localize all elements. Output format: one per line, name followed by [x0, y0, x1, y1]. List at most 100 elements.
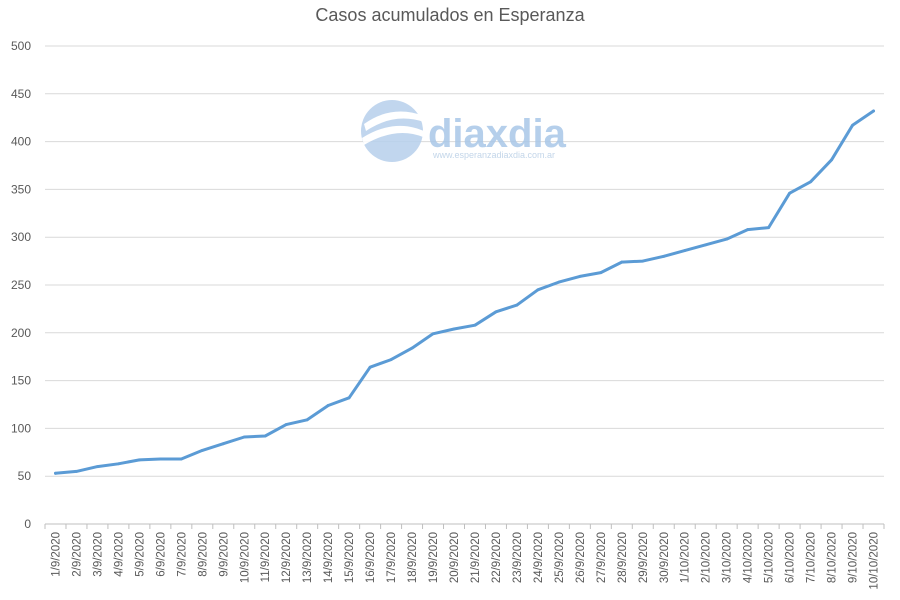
data-point: [683, 249, 687, 252]
x-tick-label: 4/10/2020: [743, 532, 755, 583]
y-tick-label: 400: [11, 135, 31, 149]
x-tick-label: 11/9/2020: [260, 532, 272, 582]
data-point: [137, 458, 141, 462]
x-tick-label: 5/10/2020: [764, 532, 776, 583]
data-point: [767, 226, 771, 230]
watermark-logo: diaxdia www.esperanzadiaxdia.com.ar: [361, 100, 567, 162]
x-tick-label: 28/9/2020: [617, 532, 629, 583]
data-point: [641, 259, 645, 263]
data-point: [158, 457, 162, 461]
data-point: [578, 274, 582, 278]
x-tick-label: 22/9/2020: [491, 532, 503, 583]
data-point: [389, 358, 393, 361]
data-point: [75, 470, 78, 473]
x-tick-label: 19/9/2020: [428, 532, 440, 583]
x-tick-label: 27/9/2020: [596, 532, 608, 583]
data-point: [54, 471, 57, 475]
data-point: [284, 423, 288, 426]
x-tick-label: 25/9/2020: [554, 532, 566, 583]
x-tick-label: 10/9/2020: [239, 532, 251, 583]
x-tick-label: 26/9/2020: [575, 532, 587, 583]
x-tick-label: 29/9/2020: [638, 532, 650, 583]
x-tick-label: 17/9/2020: [386, 532, 398, 583]
x-tick-label: 6/10/2020: [785, 532, 797, 583]
data-point: [431, 332, 435, 336]
data-point: [221, 442, 225, 446]
x-tick-label: 24/9/2020: [533, 532, 545, 583]
data-point: [200, 448, 204, 452]
data-point: [809, 180, 812, 184]
data-point: [305, 418, 309, 422]
x-tick-label: 30/9/2020: [659, 532, 671, 583]
data-point: [830, 158, 833, 162]
data-point: [326, 404, 330, 407]
x-tick-label: 16/9/2020: [365, 532, 377, 583]
data-point: [473, 323, 477, 327]
data-point: [263, 434, 267, 438]
data-point: [704, 243, 708, 247]
x-tick-label: 5/9/2020: [134, 532, 146, 577]
x-tick-label: 4/9/2020: [113, 532, 125, 577]
y-tick-label: 350: [11, 182, 31, 196]
data-point: [368, 365, 372, 369]
data-point: [788, 191, 792, 195]
y-tick-label: 50: [18, 469, 32, 483]
x-tick-label: 14/9/2020: [323, 532, 335, 583]
x-tick-label: 9/9/2020: [218, 532, 230, 577]
gridlines: [45, 45, 884, 477]
data-point: [96, 465, 99, 469]
data-point: [347, 396, 351, 400]
x-tick-label: 20/9/2020: [449, 532, 461, 583]
data-point: [494, 310, 498, 314]
x-tick-label: 1/10/2020: [680, 532, 692, 583]
data-points: [54, 109, 875, 475]
x-tick-label: 12/9/2020: [281, 532, 293, 583]
data-point: [557, 280, 561, 284]
x-axis-ticks: 1/9/2020 2/9/2020 3/9/2020 4/9/2020 5/9/2020…: [50, 532, 880, 590]
series-line: [54, 109, 875, 475]
data-point: [725, 237, 729, 241]
data-point: [536, 288, 540, 292]
data-point: [599, 271, 603, 274]
x-tick-label: 3/10/2020: [722, 532, 734, 583]
x-tick-label: 8/9/2020: [197, 532, 209, 577]
data-point: [117, 462, 120, 466]
x-tick-label: 7/9/2020: [176, 532, 188, 577]
x-tick-label: 15/9/2020: [344, 532, 356, 583]
x-tick-label: 10/10/2020: [869, 532, 881, 590]
watermark-url: www.esperanzadiaxdia.com.ar: [432, 150, 555, 160]
data-point: [746, 228, 750, 231]
y-tick-label: 250: [11, 278, 31, 292]
data-point: [452, 327, 456, 331]
x-tick-label: 2/9/2020: [71, 532, 83, 577]
x-tick-label: 9/10/2020: [848, 532, 860, 583]
x-tick-label: 21/9/2020: [470, 532, 482, 583]
data-point: [179, 457, 183, 461]
y-tick-label: 300: [11, 230, 31, 244]
x-tick-label: 18/9/2020: [407, 532, 419, 583]
x-tick-label: 1/9/2020: [50, 532, 62, 577]
x-axis: [44, 523, 885, 529]
y-tick-label: 200: [11, 326, 31, 340]
y-tick-label: 150: [11, 374, 31, 388]
data-point: [662, 254, 666, 258]
x-tick-label: 7/10/2020: [806, 532, 818, 583]
y-tick-label: 500: [11, 39, 31, 53]
data-point: [872, 109, 875, 113]
x-tick-label: 6/9/2020: [155, 532, 167, 577]
watermark-brand: diaxdia: [428, 112, 567, 156]
x-tick-label: 8/10/2020: [827, 532, 839, 583]
watermark-swoosh-icon: [364, 111, 424, 131]
y-axis-ticks: 0 50 100 150 200 250 300 350 400 450 500: [11, 39, 31, 531]
chart-title: Casos acumulados en Esperanza: [315, 5, 585, 25]
y-tick-label: 450: [11, 87, 31, 101]
data-point: [851, 123, 854, 127]
x-tick-label: 3/9/2020: [92, 532, 104, 577]
watermark-swoosh2-icon: [362, 125, 424, 145]
y-tick-label: 0: [24, 517, 31, 531]
data-point: [515, 303, 519, 307]
x-tick-label: 2/10/2020: [701, 532, 713, 583]
y-tick-label: 100: [11, 421, 31, 435]
data-point: [620, 260, 624, 264]
